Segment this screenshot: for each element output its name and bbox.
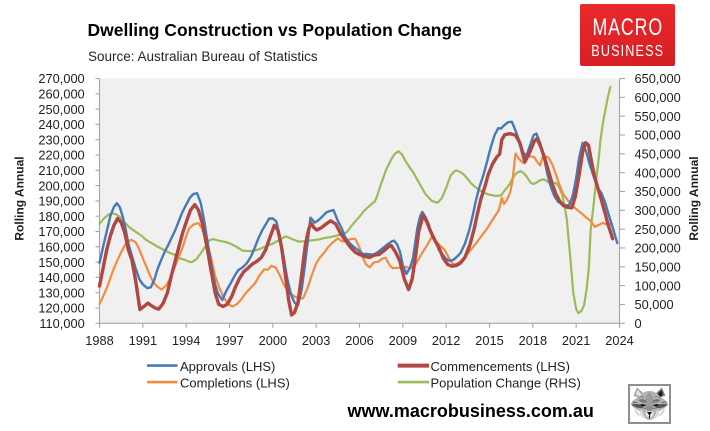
svg-text:2009: 2009 xyxy=(389,333,417,348)
svg-text:Completions (LHS): Completions (LHS) xyxy=(180,375,290,390)
svg-text:1988: 1988 xyxy=(85,333,113,348)
svg-text:210,000: 210,000 xyxy=(38,163,84,178)
svg-text:150,000: 150,000 xyxy=(635,260,681,275)
svg-text:1997: 1997 xyxy=(215,333,243,348)
svg-text:2003: 2003 xyxy=(302,333,330,348)
svg-text:650,000: 650,000 xyxy=(635,71,681,86)
svg-text:Rolling Annual: Rolling Annual xyxy=(13,156,27,240)
svg-text:550,000: 550,000 xyxy=(635,109,681,124)
svg-text:260,000: 260,000 xyxy=(38,87,84,102)
svg-text:400,000: 400,000 xyxy=(635,165,681,180)
svg-text:240,000: 240,000 xyxy=(38,117,84,132)
svg-text:140,000: 140,000 xyxy=(38,270,84,285)
svg-text:Rolling Annual: Rolling Annual xyxy=(687,156,701,240)
svg-text:250,000: 250,000 xyxy=(38,102,84,117)
svg-text:500,000: 500,000 xyxy=(635,128,681,143)
svg-text:150,000: 150,000 xyxy=(38,255,84,270)
svg-text:270,000: 270,000 xyxy=(38,71,84,86)
svg-text:220,000: 220,000 xyxy=(38,148,84,163)
svg-text:110,000: 110,000 xyxy=(39,316,84,331)
svg-text:230,000: 230,000 xyxy=(38,132,84,147)
svg-text:0: 0 xyxy=(635,316,642,331)
svg-text:250,000: 250,000 xyxy=(635,222,681,237)
svg-text:100,000: 100,000 xyxy=(635,278,681,293)
svg-text:2000: 2000 xyxy=(259,333,287,348)
svg-text:200,000: 200,000 xyxy=(38,178,84,193)
svg-text:600,000: 600,000 xyxy=(635,90,681,105)
svg-text:130,000: 130,000 xyxy=(38,285,84,300)
svg-text:450,000: 450,000 xyxy=(635,147,681,162)
svg-text:Population Change (RHS): Population Change (RHS) xyxy=(431,375,581,390)
svg-text:1994: 1994 xyxy=(172,333,200,348)
svg-text:50,000: 50,000 xyxy=(635,297,674,312)
svg-text:2018: 2018 xyxy=(519,333,547,348)
svg-text:2024: 2024 xyxy=(605,333,633,348)
svg-text:2015: 2015 xyxy=(475,333,503,348)
svg-text:1991: 1991 xyxy=(129,333,157,348)
svg-text:170,000: 170,000 xyxy=(38,224,84,239)
svg-text:2021: 2021 xyxy=(562,333,590,348)
svg-text:350,000: 350,000 xyxy=(635,184,681,199)
svg-text:2012: 2012 xyxy=(432,333,460,348)
svg-text:180,000: 180,000 xyxy=(38,209,84,224)
svg-text:300,000: 300,000 xyxy=(635,203,681,218)
svg-text:190,000: 190,000 xyxy=(38,194,84,209)
svg-text:Commencements (LHS): Commencements (LHS) xyxy=(431,359,570,374)
svg-text:200,000: 200,000 xyxy=(635,241,681,256)
svg-text:Approvals (LHS): Approvals (LHS) xyxy=(180,359,275,374)
svg-text:2006: 2006 xyxy=(345,333,373,348)
svg-text:120,000: 120,000 xyxy=(38,301,84,316)
svg-text:160,000: 160,000 xyxy=(38,240,84,255)
